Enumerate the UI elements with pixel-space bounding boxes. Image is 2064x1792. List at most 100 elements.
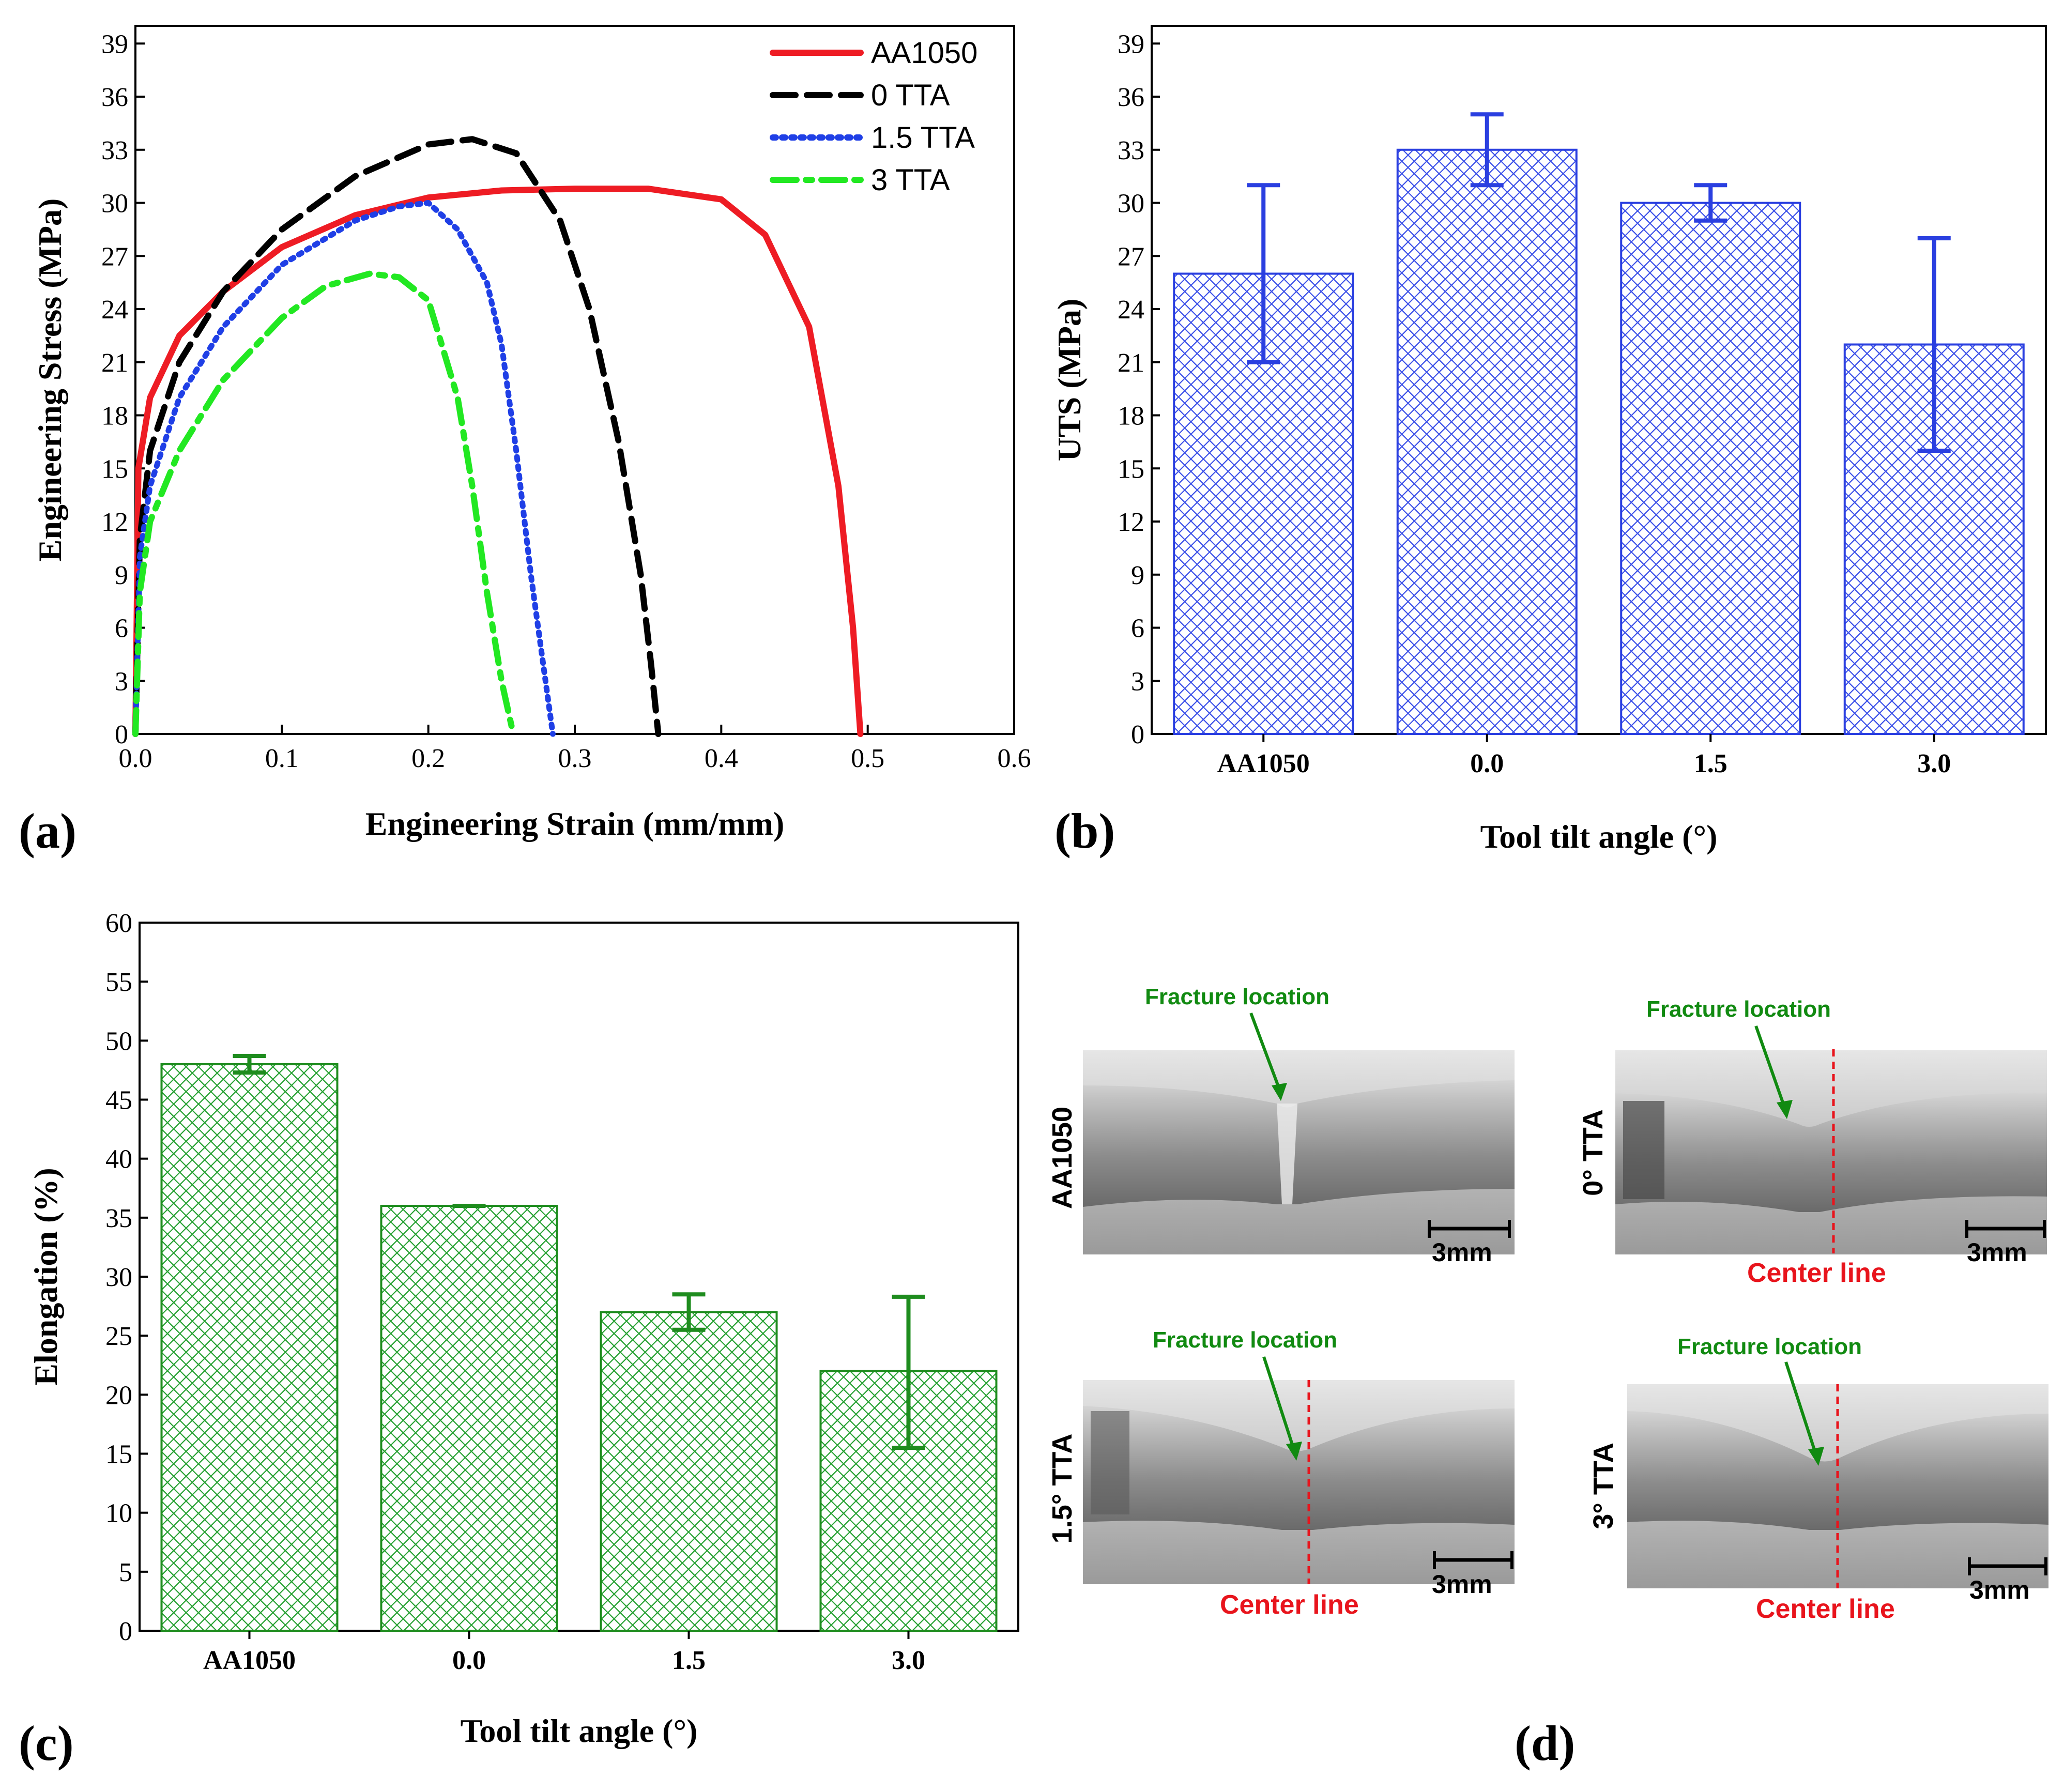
fracture-arrow [1249,1012,1282,1094]
y-tick-label: 50 [105,1027,132,1056]
scale-label: 3mm [1432,1570,1492,1599]
y-tick-label: 10 [105,1499,132,1528]
fracture-arrow [1754,1025,1787,1112]
y-tick-label: 9 [115,561,128,590]
arrow-head [1272,1083,1287,1101]
bars [1173,112,2025,735]
y-tick-label: 6 [115,614,128,644]
y-tick-label: 36 [101,83,128,112]
fracture-images: Fracture location AA1050 3mm Fracture lo… [1047,984,2048,1771]
y-tick-label: 30 [1118,189,1144,219]
specimen-image-1-5-tta: Fracture location Center line 1.5° TTA 3… [1047,1327,1515,1620]
y-axis-label: UTS (MPa) [1051,299,1088,462]
y-tick-label: 30 [105,1263,132,1292]
y-tick-label: 9 [1131,561,1144,590]
y-tick-label: 24 [1118,295,1144,325]
y-tick-label: 27 [1118,242,1144,271]
y-tick-label: 15 [105,1440,132,1469]
y-tick-label: 5 [119,1558,132,1587]
arrow-head [1286,1442,1302,1461]
x-tick-label: 0.4 [705,744,738,773]
y-tick-label: 45 [105,1086,132,1115]
fracture-label: Fracture location [1145,984,1329,1009]
y-tick-label: 36 [1118,83,1144,112]
legend-label: 0 TTA [871,79,950,112]
x-tick-label: 0.6 [998,744,1031,773]
y-tick-label: 21 [1118,348,1144,378]
series-line-aa1050 [132,186,864,737]
x-axis-label: Engineering Strain (mm/mm) [365,805,785,842]
series-line-1-5-tta [132,200,556,737]
x-axis-ticks: AA1050 0.0 1.5 3.0 [1217,734,1951,778]
y-tick-label: 0 [119,1617,132,1646]
y-tick-label: 12 [1118,508,1144,537]
x-tick-label: 0.0 [452,1646,486,1675]
y-tick-label: 39 [1118,29,1144,59]
y-tick-label: 20 [105,1381,132,1410]
plot-frame [1151,25,2047,735]
x-tick-label: 0.5 [851,744,884,773]
arrow-head [1777,1100,1793,1119]
y-tick-label: 33 [101,136,128,165]
x-tick-label: 3.0 [892,1646,925,1675]
x-tick-label: 0.1 [265,744,299,773]
y-axis-label: Elongation (%) [27,1168,64,1385]
center-line-label: Center line [1756,1594,1895,1624]
fracture-label: Fracture location [1153,1327,1337,1353]
legend-label: 3 TTA [871,163,950,197]
specimen-label: 3° TTA [1588,1443,1619,1529]
bars [160,1054,998,1632]
y-tick-label: 18 [101,402,128,431]
y-tick-label: 60 [105,909,132,938]
fracture-arrow [1784,1361,1818,1458]
x-tick-label: 1.5 [1694,749,1727,778]
y-axis-label: Engineering Stress (MPa) [32,198,68,562]
arrow-head [1808,1447,1824,1466]
legend-label: 1.5 TTA [871,121,975,155]
bar [600,1311,778,1632]
series-line-3-tta [132,270,516,737]
x-tick-label: 3.0 [1917,749,1951,778]
legend: AA1050 0 TTA 1.5 TTA 3 TTA [770,36,977,197]
x-tick-label: AA1050 [203,1646,296,1675]
fracture-arrow [1262,1356,1296,1453]
y-tick-label: 25 [105,1322,132,1351]
y-tick-label: 55 [105,968,132,997]
y-tick-label: 15 [101,454,128,484]
panel-label: (c) [19,1716,74,1771]
legend-label: AA1050 [871,36,977,70]
series-line-0-tta [132,136,662,737]
x-axis-ticks: 0.0 0.1 0.2 0.3 0.4 0.5 0.6 [119,725,1031,773]
panel-label: (d) [1515,1716,1575,1771]
bar [160,1063,339,1632]
specimen-label: AA1050 [1047,1107,1078,1209]
bar [1620,202,1801,735]
center-line-label: Center line [1220,1590,1359,1620]
panel-label: (b) [1054,803,1115,859]
y-tick-label: 33 [1118,136,1144,165]
x-tick-label: 0.0 [119,744,152,773]
x-axis-label: Tool tilt angle (°) [1480,818,1718,855]
y-tick-label: 3 [115,667,128,696]
x-tick-label: 0.0 [1470,749,1504,778]
y-axis-ticks: 0 5 10 15 20 25 30 35 40 45 50 55 60 [105,909,148,1646]
y-tick-label: 6 [1131,614,1144,644]
elongation-bar-chart: 0 5 10 15 20 25 30 35 40 45 50 55 60 AA1050 0.0 1.5 3.0… [19,909,1019,1771]
y-tick-label: 24 [101,295,128,325]
y-tick-label: 39 [101,29,128,59]
bar [1396,148,1578,735]
x-axis-ticks: AA1050 0.0 1.5 3.0 [203,1631,925,1675]
y-tick-label: 15 [1118,454,1144,484]
panel-label: (a) [19,803,77,859]
fracture-label: Fracture location [1646,997,1831,1022]
y-tick-label: 40 [105,1145,132,1174]
specimen-label: 1.5° TTA [1047,1434,1078,1544]
fracture-label: Fracture location [1677,1334,1862,1359]
y-tick-label: 12 [101,508,128,537]
scale-label: 3mm [1432,1238,1492,1267]
bar [380,1205,558,1632]
